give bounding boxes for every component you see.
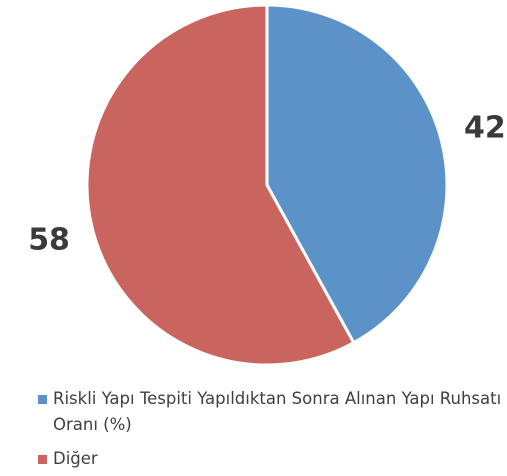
pie-slice: [85, 3, 356, 367]
pie-slice: [265, 3, 449, 345]
data-label: 58: [28, 222, 70, 257]
legend-label: Diğer: [53, 449, 98, 468]
legend-swatch: [38, 455, 47, 464]
pie-area: 42 58: [28, 3, 506, 367]
legend-item: Diğer: [38, 446, 503, 472]
legend-swatch: [38, 395, 47, 404]
data-label: 42: [464, 111, 506, 146]
legend: Riskli Yapı Tespiti Yapıldıktan Sonra Al…: [38, 386, 503, 476]
legend-label: Riskli Yapı Tespiti Yapıldıktan Sonra Al…: [53, 389, 502, 434]
legend-item: Riskli Yapı Tespiti Yapıldıktan Sonra Al…: [38, 386, 503, 438]
